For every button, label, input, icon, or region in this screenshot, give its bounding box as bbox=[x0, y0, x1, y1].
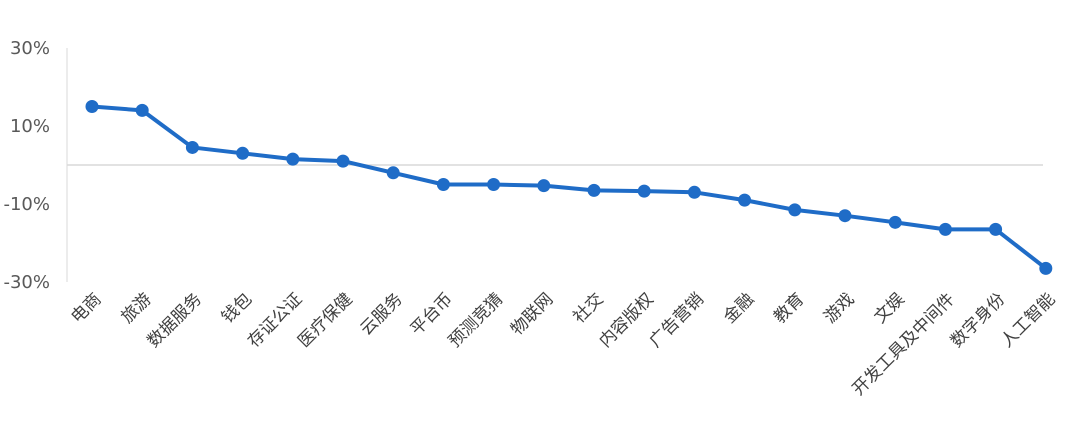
data-point bbox=[286, 152, 300, 166]
x-tick-label: 医疗保健 bbox=[294, 289, 356, 351]
x-tick-label: 云服务 bbox=[357, 289, 407, 339]
x-tick-label: 文娱 bbox=[871, 289, 909, 327]
x-tick-label: 金融 bbox=[720, 289, 758, 327]
data-point bbox=[1039, 261, 1053, 275]
data-point bbox=[888, 215, 902, 229]
y-tick-label: -10% bbox=[3, 194, 50, 215]
x-tick-label: 预测竞猜 bbox=[445, 289, 507, 351]
x-tick-label: 教育 bbox=[770, 289, 808, 327]
data-point bbox=[336, 154, 350, 168]
data-point bbox=[838, 209, 852, 223]
x-tick-label: 社交 bbox=[569, 289, 607, 327]
x-tick-label: 广告营销 bbox=[646, 289, 708, 351]
data-point bbox=[637, 184, 651, 198]
x-tick-label: 数据服务 bbox=[144, 289, 206, 351]
series-layer bbox=[85, 100, 1053, 275]
data-point bbox=[989, 222, 1003, 236]
series-line bbox=[90, 104, 1048, 271]
data-point bbox=[236, 146, 250, 160]
y-axis: 30% 10% -10% -30% bbox=[3, 38, 68, 293]
x-tick-label: 物联网 bbox=[507, 289, 557, 339]
data-point bbox=[185, 140, 199, 154]
x-tick-label: 内容版权 bbox=[596, 289, 658, 351]
data-point bbox=[135, 103, 149, 117]
data-point bbox=[738, 193, 752, 207]
y-tick-label: 30% bbox=[10, 38, 50, 59]
data-point bbox=[938, 222, 952, 236]
y-tick-label: -30% bbox=[3, 272, 50, 293]
x-tick-label: 人工智能 bbox=[997, 289, 1059, 351]
data-point bbox=[587, 183, 601, 197]
x-tick-label: 旅游 bbox=[118, 289, 156, 327]
data-point bbox=[487, 178, 501, 191]
data-point bbox=[537, 179, 551, 193]
x-tick-label: 存证公证 bbox=[244, 289, 306, 351]
data-point bbox=[386, 166, 400, 180]
x-tick-label: 数字身份 bbox=[947, 289, 1009, 351]
data-point bbox=[436, 178, 450, 191]
data-point bbox=[687, 185, 701, 199]
x-tick-label: 游戏 bbox=[820, 289, 858, 327]
y-tick-label: 10% bbox=[10, 116, 50, 137]
data-point bbox=[85, 100, 99, 113]
data-point bbox=[788, 203, 802, 217]
x-tick-label: 钱包 bbox=[218, 289, 256, 327]
x-tick-label: 电商 bbox=[67, 289, 105, 327]
